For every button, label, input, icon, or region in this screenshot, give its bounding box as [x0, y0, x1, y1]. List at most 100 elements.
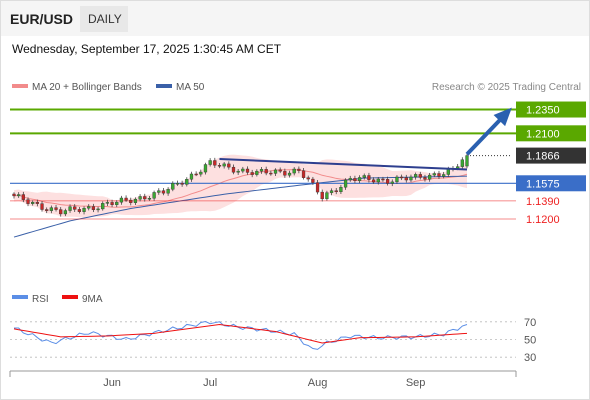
candle-body	[465, 155, 469, 167]
candle-body	[17, 194, 21, 197]
candle-body	[241, 168, 245, 172]
candle-body	[227, 163, 231, 168]
candle-body	[409, 176, 413, 181]
candle-body	[297, 168, 301, 171]
candle-body	[245, 168, 250, 173]
candles	[12, 153, 469, 217]
rsi-panel: 70 50 30	[10, 317, 536, 364]
candle-body	[423, 177, 427, 180]
candle-body	[105, 202, 110, 204]
candle-body	[171, 183, 175, 190]
candle-body	[194, 173, 198, 176]
bollinger-bands	[14, 154, 467, 218]
timeframe-tab[interactable]	[80, 6, 128, 32]
candle-body	[287, 172, 292, 176]
candle-body	[329, 190, 334, 193]
rsi-line	[13, 321, 468, 350]
candle-body	[12, 193, 16, 197]
candle-body	[59, 209, 63, 215]
candle-body	[362, 175, 366, 178]
candle-body	[45, 209, 49, 211]
candle-body	[129, 199, 133, 203]
rsi-level-label: 30	[524, 352, 536, 364]
candle-body	[68, 206, 72, 211]
candle-body	[143, 196, 147, 200]
candle-body	[255, 170, 259, 175]
rsi-ma-legend-label: 9MA	[82, 294, 103, 305]
rsi-legend-swatch	[12, 295, 28, 299]
candle-body	[110, 202, 114, 205]
candle-body	[357, 177, 362, 181]
resistance-label: 1.2350	[526, 105, 560, 117]
candle-body	[35, 202, 39, 204]
candle-body	[339, 187, 343, 193]
candle-body	[222, 163, 226, 167]
candle-body	[54, 207, 58, 210]
candle-body	[96, 208, 100, 211]
candle-body	[376, 178, 380, 183]
candle-body	[325, 192, 329, 200]
candle-body	[185, 179, 189, 185]
candle-body	[283, 171, 287, 176]
candle-body	[460, 159, 464, 167]
candle-body	[353, 178, 357, 181]
rsi-legend-label: RSI	[32, 294, 49, 305]
candle-body	[320, 191, 324, 200]
candle-body	[166, 189, 170, 194]
candle-body	[63, 210, 68, 215]
candle-body	[315, 182, 320, 193]
candle-body	[231, 166, 236, 173]
resistance-label: 1.2100	[526, 128, 560, 140]
x-axis-label: Sep	[406, 377, 426, 389]
candle-body	[208, 160, 212, 165]
candle-body	[161, 190, 166, 194]
pivot-label: 1.1575	[526, 178, 560, 190]
candle-body	[311, 178, 315, 183]
candle-body	[418, 174, 422, 178]
candle-body	[413, 174, 418, 178]
support-label: 1.1200	[526, 214, 560, 226]
rsi-level-label: 50	[524, 335, 536, 347]
support-label: 1.1390	[526, 196, 560, 208]
x-axis-label: Aug	[308, 377, 328, 389]
ma50-legend-swatch	[156, 84, 172, 88]
candle-body	[217, 165, 222, 167]
symbol-title: EUR/USD	[10, 11, 73, 27]
candle-body	[395, 176, 399, 183]
candle-body	[442, 174, 446, 177]
candle-body	[273, 169, 278, 174]
candle-body	[292, 168, 296, 174]
current-price-tag	[516, 147, 586, 164]
candle-body	[348, 178, 352, 181]
candle-body	[399, 176, 404, 179]
candle-body	[73, 206, 77, 210]
candle-body	[147, 198, 152, 200]
current-price-label: 1.1866	[526, 151, 560, 163]
candle-body	[133, 198, 138, 203]
candle-body	[189, 173, 194, 180]
candle-body	[343, 179, 348, 188]
candle-body	[21, 194, 25, 200]
candle-body	[199, 171, 203, 175]
resistance-tag	[516, 101, 586, 118]
candle-body	[101, 203, 105, 210]
candle-body	[213, 160, 217, 166]
projection-arrowhead	[493, 107, 512, 127]
candle-body	[381, 178, 385, 181]
annotations	[219, 107, 512, 171]
x-axis-labels: Jun Jul Aug Sep	[103, 377, 425, 389]
candle-body	[236, 170, 240, 173]
candle-body	[371, 179, 376, 183]
pivot-tag	[516, 175, 586, 192]
rsi-ma-line	[13, 323, 468, 344]
trendline	[219, 158, 468, 171]
resistance-tag	[516, 125, 586, 142]
source-credit: Research © 2025 Trading Central	[432, 82, 581, 93]
candle-body	[124, 197, 128, 201]
candle-body	[404, 177, 408, 181]
candle-body	[91, 206, 96, 210]
rsi-level-label: 70	[524, 317, 536, 329]
candle-body	[385, 179, 390, 184]
x-axis-label: Jun	[103, 377, 121, 389]
